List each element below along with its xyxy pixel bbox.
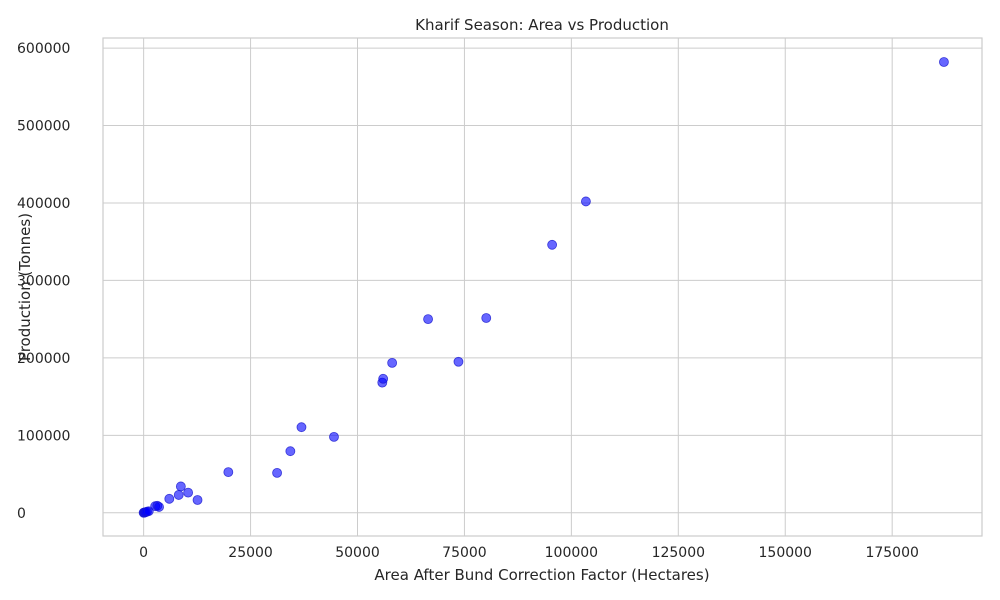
data-point	[183, 487, 194, 498]
data-point	[387, 358, 398, 368]
data-point	[173, 490, 184, 500]
data-point	[285, 446, 296, 457]
x-tick-label: 175000	[865, 545, 918, 561]
x-tick-label: 75000	[442, 545, 487, 561]
data-point	[939, 57, 949, 67]
plot-frame	[102, 37, 983, 537]
y-tick-label: 400000	[17, 196, 70, 212]
x-tick-label: 125000	[652, 545, 705, 561]
data-point	[423, 314, 433, 325]
y-tick-label: 100000	[17, 428, 70, 444]
y-tick-label: 600000	[17, 41, 70, 57]
data-point	[481, 313, 492, 323]
data-point	[175, 481, 186, 492]
x-tick-label: 0	[139, 545, 148, 561]
y-tick-label: 0	[17, 506, 26, 522]
data-point	[329, 431, 339, 442]
x-tick-labels: 0 25000 50000 75000 100000 125000 150000 175000	[139, 545, 919, 561]
data-point	[154, 502, 164, 512]
data-points	[138, 57, 949, 518]
data-point	[296, 422, 307, 433]
y-tick-label: 500000	[17, 119, 70, 135]
grid	[103, 38, 982, 536]
y-axis-label: Production (Tonnes)	[16, 213, 34, 361]
data-point	[453, 356, 464, 367]
data-point	[143, 506, 154, 517]
x-axis-label: Area After Bund Correction Factor (Hecta…	[374, 566, 709, 584]
x-tick-label: 100000	[545, 545, 598, 561]
data-point	[164, 493, 175, 504]
data-point	[223, 467, 234, 478]
x-tick-label: 25000	[228, 545, 273, 561]
data-point	[581, 196, 591, 207]
data-point	[547, 239, 558, 250]
chart-title: Kharif Season: Area vs Production	[415, 16, 669, 34]
y-tick-labels: 0 100000 200000 300000 400000 500000 600000	[17, 41, 70, 522]
data-point	[272, 467, 282, 478]
x-tick-label: 50000	[335, 545, 380, 561]
data-point	[378, 373, 389, 384]
y-tick-label: 200000	[17, 351, 70, 367]
x-tick-label: 150000	[759, 545, 812, 561]
data-point	[192, 495, 203, 505]
y-tick-label: 300000	[17, 273, 70, 289]
